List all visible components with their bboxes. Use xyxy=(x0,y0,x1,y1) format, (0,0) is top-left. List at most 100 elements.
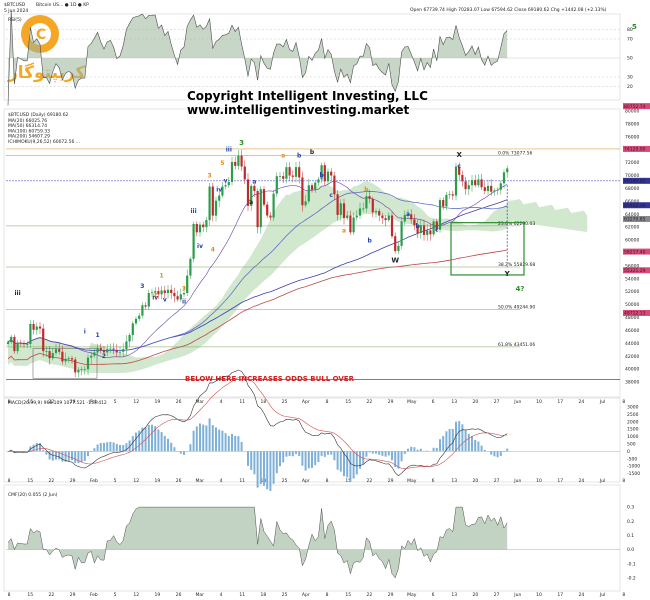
candle-body xyxy=(250,185,253,206)
candle-body xyxy=(189,258,192,276)
candle-body xyxy=(125,341,128,350)
macd-histogram-bar xyxy=(195,426,198,452)
candle-body xyxy=(384,218,387,221)
date-tick-label: 24 xyxy=(579,399,585,405)
date-tick-label: 10 xyxy=(536,592,542,598)
wave-label: 1 xyxy=(160,273,164,280)
candle-body xyxy=(112,348,115,350)
date-tick-label: 8 xyxy=(622,399,625,405)
macd-panel-frame xyxy=(3,397,621,483)
macd-histogram-bar xyxy=(426,450,429,452)
macd-histogram-bar xyxy=(403,451,406,454)
fib-label: 61.8% 43451.06 xyxy=(498,342,535,348)
macd-histogram-bar xyxy=(503,451,505,452)
candle-body xyxy=(170,289,173,294)
candle-body xyxy=(154,291,157,293)
date-tick-label: 4 xyxy=(220,399,223,405)
candle-body xyxy=(138,315,141,319)
candle-body xyxy=(246,179,250,206)
wave-label: 3 xyxy=(182,285,186,292)
candle-body xyxy=(410,214,413,220)
candle-body xyxy=(243,166,246,180)
cmf-axis: 0.3 0.2 0.1 0.0 -0.1 -0.2 xyxy=(627,505,636,582)
header-ohlc: Open 67739.74 High 70283.07 Low 67594.62… xyxy=(410,7,607,13)
candle-body xyxy=(22,343,26,345)
candle-body xyxy=(163,290,166,294)
fib-label: 50.0% 49244.90 xyxy=(498,305,535,311)
date-tick-label: Apr xyxy=(302,592,310,598)
macd-tick-label: 0 xyxy=(627,449,630,455)
candle-body xyxy=(186,275,189,294)
date-tick-label: Jun xyxy=(513,399,521,405)
macd-tick-label: -1500 xyxy=(627,471,640,477)
candle-body xyxy=(86,357,90,370)
candle-body xyxy=(80,369,83,370)
date-tick-label: 13 xyxy=(451,592,457,598)
candle-body xyxy=(352,217,355,233)
macd-histogram-bar xyxy=(461,424,464,452)
macd-histogram-bar xyxy=(119,444,121,452)
candle-body xyxy=(198,224,202,233)
candle-body xyxy=(429,230,432,235)
macd-histogram-bar xyxy=(199,423,201,452)
macd-histogram-bar xyxy=(71,451,73,461)
date-tick-label: 27 xyxy=(494,399,500,405)
macd-histogram-bar xyxy=(109,441,112,452)
date-tick-label: Jul xyxy=(599,478,605,484)
macd-histogram-bar xyxy=(154,425,157,452)
candle-body xyxy=(13,336,16,352)
macd-histogram-bar xyxy=(45,451,48,455)
macd-histogram-bar xyxy=(151,424,153,452)
macd-histogram-bar xyxy=(64,451,67,462)
candle-body xyxy=(42,328,45,352)
macd-histogram-bar xyxy=(346,451,349,478)
cmf-tick-label: 0.3 xyxy=(627,505,634,511)
candle-body xyxy=(474,180,477,186)
price-tag-bg xyxy=(623,309,650,316)
price-tick-label: 80000 xyxy=(625,109,639,115)
macd-histogram-bar xyxy=(435,447,438,452)
macd-histogram-bar xyxy=(147,424,150,452)
date-tick-label: 12 xyxy=(133,399,139,405)
macd-histogram-bar xyxy=(381,451,384,456)
date-tick-label: 11 xyxy=(239,592,245,598)
candle-body xyxy=(278,176,282,177)
date-tick-label: 26 xyxy=(176,592,182,598)
date-tick-label: Feb xyxy=(90,399,98,405)
macd-histogram-bar xyxy=(327,451,329,455)
candle-body xyxy=(355,215,358,218)
wave-label: b xyxy=(415,223,420,230)
date-tick-label: 15 xyxy=(345,592,351,598)
price-tick-label: 54000 xyxy=(625,276,639,282)
date-tick-label: Feb xyxy=(90,592,98,598)
candle-body xyxy=(202,224,205,228)
price-tag-bg xyxy=(623,248,650,255)
date-tick-label: 29 xyxy=(70,399,76,405)
macd-histogram-bar xyxy=(400,451,403,462)
date-tick-label: 5 xyxy=(114,478,117,484)
candle-body xyxy=(48,351,51,359)
macd-histogram-bar xyxy=(349,451,352,482)
macd-histogram-bar xyxy=(333,451,336,461)
wave-label: a xyxy=(406,211,410,218)
macd-histogram-bar xyxy=(384,451,387,457)
macd-histogram-bar xyxy=(320,451,323,456)
macd-histogram-bar xyxy=(167,438,169,452)
macd-histogram-bar xyxy=(467,433,470,452)
candle-body xyxy=(275,176,278,194)
wave-label: 3 xyxy=(140,283,144,290)
macd-histogram-bar xyxy=(439,439,441,452)
macd-histogram-bar xyxy=(375,451,377,454)
date-tick-label: 24 xyxy=(579,478,585,484)
rsi-line xyxy=(7,11,508,106)
macd-histogram-bar xyxy=(211,425,214,452)
date-tick-label: Apr xyxy=(302,478,310,484)
date-tick-label: 15 xyxy=(27,478,33,484)
wave-label: iii xyxy=(191,208,197,215)
candle-body xyxy=(378,211,381,216)
price-tick-label: 64000 xyxy=(625,212,639,218)
macd-histogram-bar xyxy=(99,442,102,452)
macd-histogram-bar xyxy=(451,429,454,452)
